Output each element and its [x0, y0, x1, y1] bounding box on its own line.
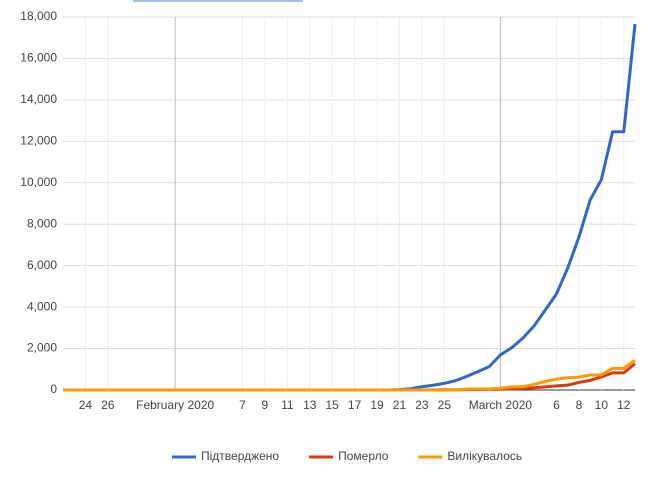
x-tick-label: 21 [393, 398, 407, 412]
y-tick-label: 14,000 [20, 92, 57, 106]
x-tick-label: 25 [438, 398, 452, 412]
x-tick-label: 26 [101, 398, 115, 412]
x-tick-label: 19 [370, 398, 384, 412]
x-tick-label: 24 [79, 398, 93, 412]
line-series [63, 23, 637, 392]
x-tick-label: 23 [415, 398, 429, 412]
y-tick-label: 0 [50, 382, 57, 396]
y-tick-label: 8,000 [27, 216, 57, 230]
y-tick-label: 16,000 [20, 51, 57, 65]
x-tick-label: 8 [576, 398, 583, 412]
x-tick-label: 17 [348, 398, 362, 412]
x-tick-label: 10 [595, 398, 609, 412]
x-tick-label: 15 [325, 398, 339, 412]
y-tick-label: 10,000 [20, 175, 57, 189]
decoration [133, 0, 303, 2]
x-tick-label: March 2020 [469, 398, 533, 412]
y-tick-label: 12,000 [20, 134, 57, 148]
y-tick-label: 4,000 [27, 299, 57, 313]
x-tick-label: 7 [239, 398, 246, 412]
line-series [63, 362, 636, 392]
legend-label: Підтверджено [201, 449, 279, 463]
x-tick-label: February 2020 [136, 398, 214, 412]
x-tick-label: 11 [281, 398, 294, 412]
x-tick-label: 13 [303, 398, 317, 412]
legend-label: Померло [338, 449, 389, 463]
y-tick-label: 2,000 [27, 341, 57, 355]
x-tick-label: 12 [617, 398, 631, 412]
y-tick-label: 6,000 [27, 258, 57, 272]
y-tick-label: 18,000 [20, 9, 57, 23]
legend-label: Вилікувалось [447, 449, 522, 463]
line-series [63, 358, 636, 392]
x-tick-label: 9 [262, 398, 269, 412]
x-tick-label: 6 [553, 398, 560, 412]
